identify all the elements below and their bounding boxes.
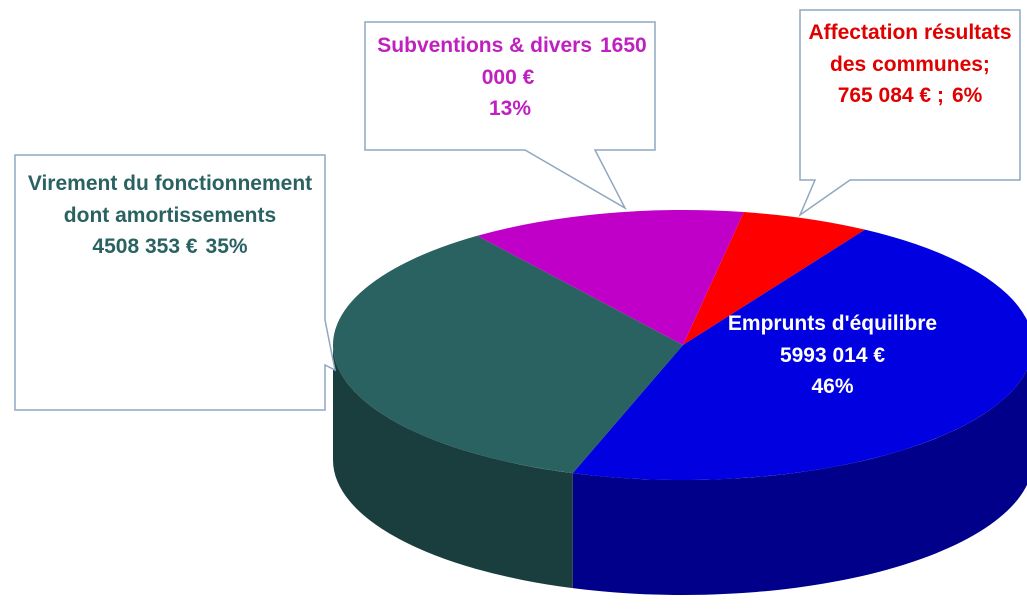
value-label: 4508 353 € (92, 235, 198, 258)
category-label: Affectation résultats des communes; (808, 21, 1012, 76)
slice-label: Virement du fonctionnement dont amortiss… (15, 168, 325, 263)
category-label: Virement du fonctionnement dont amortiss… (27, 172, 313, 227)
callout-box (364, 21, 656, 210)
slice-label: Affectation résultats des communes; 765 0… (800, 17, 1020, 112)
value-label: 765 084 € ; (837, 84, 944, 107)
slice (572, 229, 1027, 480)
pie (333, 209, 1027, 595)
slice-side (572, 369, 1027, 595)
slice (683, 212, 865, 345)
slice (477, 209, 744, 345)
percent-label: 13% (488, 97, 532, 120)
callout-box (14, 154, 337, 411)
callouts (14, 9, 1021, 411)
slice-label: Subventions & divers 1650 000 € 13% (365, 30, 655, 125)
percent-label: 46% (811, 375, 854, 398)
category-label: Subventions & divers (377, 34, 592, 57)
category-label: Emprunts d'équilibre (727, 312, 938, 335)
slice-side (333, 345, 573, 589)
slice (333, 235, 683, 474)
callout-box (798, 9, 1021, 218)
value-label: 1650 000 € (481, 34, 647, 89)
percent-label: 6% (951, 84, 983, 107)
value-label: 5993 014 € (779, 343, 886, 367)
percent-label: 35% (205, 235, 248, 258)
slice-label: Emprunts d'équilibre 5993 014 € 46% (720, 308, 945, 403)
